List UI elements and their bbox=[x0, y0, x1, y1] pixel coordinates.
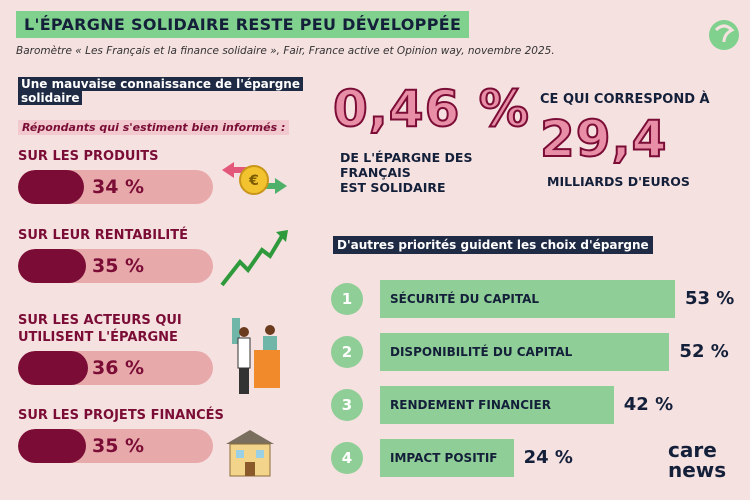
bar bbox=[18, 429, 87, 463]
value-label: 52 % bbox=[679, 341, 729, 362]
bar-track bbox=[18, 351, 213, 385]
coin-icon: € bbox=[222, 162, 287, 195]
item-label: SÉCURITÉ DU CAPITAL bbox=[390, 292, 540, 306]
item-label-line: SUR LES PRODUITS bbox=[18, 149, 159, 164]
value-label: 35 % bbox=[92, 255, 145, 277]
bar bbox=[380, 280, 675, 318]
amount-value: 29,4 bbox=[539, 109, 668, 169]
value-label: 53 % bbox=[684, 288, 735, 309]
amount-intro: CE QUI CORRESPOND À bbox=[540, 92, 710, 107]
amount-caption: MILLIARDS D'EUROS bbox=[547, 174, 690, 189]
item-label: SUR LES ACTEURS QUI UTILISENT L'ÉPARGNE bbox=[18, 312, 182, 346]
item-label-line: SUR LEUR RENTABILITÉ bbox=[18, 228, 189, 243]
bar-track bbox=[18, 429, 213, 463]
logo-line2: news bbox=[668, 458, 727, 482]
value-label: 35 % bbox=[92, 435, 145, 457]
bar-track bbox=[18, 249, 213, 283]
item-label: RENDEMENT FINANCIER bbox=[390, 398, 551, 412]
bar bbox=[380, 333, 670, 371]
people-icon bbox=[232, 318, 280, 394]
priorities-title: D'autres priorités guident les choix d'é… bbox=[333, 236, 653, 254]
title: L'ÉPARGNE SOLIDAIRE RESTE PEU DÉVELOPPÉE bbox=[16, 11, 470, 38]
house-icon bbox=[226, 430, 274, 477]
growth-icon bbox=[220, 230, 288, 287]
section-title-text: Une mauvaise connaissance de l'épargne s… bbox=[18, 77, 303, 105]
share-caption-line: FRANÇAIS bbox=[340, 165, 411, 180]
value-label: 42 % bbox=[623, 394, 674, 415]
bar bbox=[18, 249, 87, 283]
bar bbox=[380, 439, 514, 477]
source: Baromètre « Les Français et la finance s… bbox=[16, 45, 555, 57]
value-label: 36 % bbox=[92, 357, 145, 379]
share-caption-line: DE L'ÉPARGNE DES bbox=[340, 150, 473, 165]
share-caption-line: EST SOLIDAIRE bbox=[340, 180, 446, 195]
item-label: IMPACT POSITIF bbox=[390, 451, 498, 465]
bar bbox=[18, 351, 89, 385]
rank-badge: 2 bbox=[331, 336, 363, 368]
item-label: SUR LEUR RENTABILITÉ bbox=[18, 227, 188, 244]
item-label-line: SUR LES ACTEURS QUI bbox=[18, 313, 182, 328]
logo-line1: care bbox=[668, 438, 717, 462]
svg-text:€: € bbox=[248, 173, 259, 189]
section-title: Une mauvaise connaissance de l'épargne s… bbox=[18, 77, 308, 105]
item-label: SUR LES PROJETS FINANCÉS bbox=[18, 407, 224, 424]
value-label: 34 % bbox=[92, 176, 145, 198]
rank-badge: 4 bbox=[331, 442, 363, 474]
rank-badge: 1 bbox=[331, 283, 363, 315]
share-value: 0,46 % bbox=[332, 79, 530, 139]
item-label-line: SUR LES PROJETS FINANCÉS bbox=[18, 408, 224, 423]
section-subtitle: Répondants qui s'estiment bien informés … bbox=[18, 120, 290, 135]
logo-icon bbox=[709, 20, 739, 50]
item-label: SUR LES PRODUITS bbox=[18, 148, 159, 165]
bar-track bbox=[18, 170, 213, 204]
value-label: 24 % bbox=[523, 447, 573, 468]
bar bbox=[380, 386, 614, 424]
share-caption: DE L'ÉPARGNE DES FRANÇAIS EST SOLIDAIRE bbox=[340, 150, 472, 195]
item-label: DISPONIBILITÉ DU CAPITAL bbox=[390, 345, 573, 359]
rank-badge: 3 bbox=[331, 389, 363, 421]
bar bbox=[18, 170, 85, 204]
item-label-line: UTILISENT L'ÉPARGNE bbox=[18, 330, 178, 345]
